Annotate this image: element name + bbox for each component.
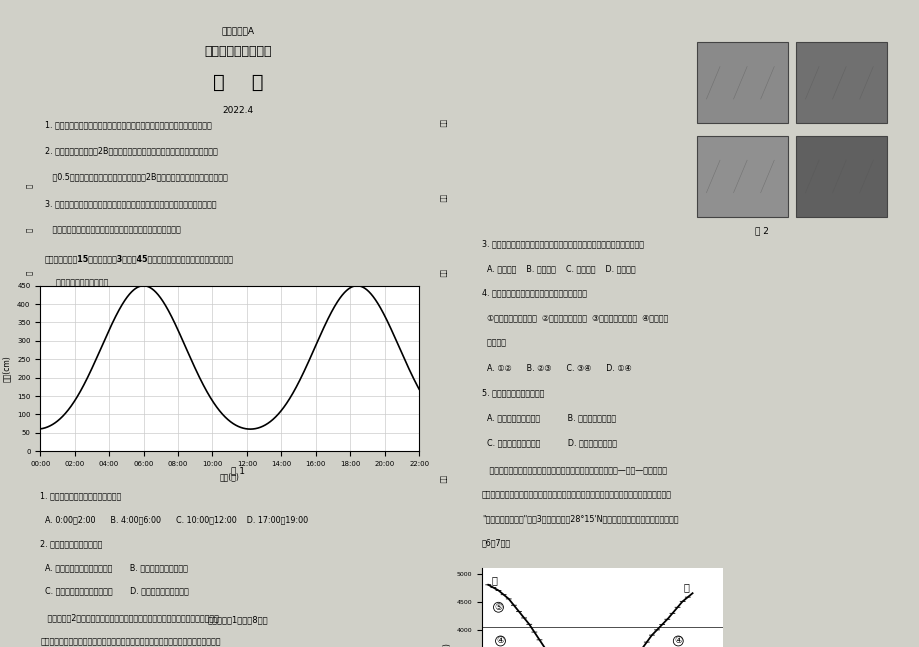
Y-axis label: 波高(cm): 波高(cm) [3, 355, 11, 382]
Text: ④: ④ [496, 637, 504, 646]
Text: 线: 线 [26, 271, 33, 276]
Text: 稿纸、试题卷上答题无效，保持卡面清洁，不折叠、不破损。: 稿纸、试题卷上答题无效，保持卡面清洁，不折叠、不破损。 [44, 225, 180, 234]
Text: ④: ④ [674, 637, 682, 646]
Text: 潍坊市高考模拟考试: 潍坊市高考模拟考试 [204, 45, 272, 58]
Text: 3. 与传统预制菜销售渠道相比，预制菜门店开在菜市场，农贸市场旁边可以: 3. 与传统预制菜销售渠道相比，预制菜门店开在菜市场，农贸市场旁边可以 [482, 239, 643, 248]
Text: "倒置的垂直地带性"，图3示意金沙江（28°15'N）河谷两岸的植被垂直分布，据此完: "倒置的垂直地带性"，图3示意金沙江（28°15'N）河谷两岸的植被垂直分布，据… [482, 514, 678, 523]
Text: A. 促进区域农业集约化           B. 提高农业生产规模: A. 促进区域农业集约化 B. 提高农业生产规模 [482, 413, 616, 422]
Text: 2022.4: 2022.4 [222, 106, 254, 115]
Bar [697, 42, 787, 124]
Text: 1. 答题前，考生先将自己的学校、姓名、班级、座号、考号填涂在相应位置。: 1. 答题前，考生先将自己的学校、姓名、班级、座号、考号填涂在相应位置。 [44, 120, 211, 129]
Text: 高三地理第1页（共8页）: 高三地理第1页（共8页） [208, 615, 268, 624]
Text: 1. 小明参加赶海活动的时间段可能是: 1. 小明参加赶海活动的时间段可能是 [40, 492, 121, 501]
Text: 用0.5毫米黑色签字笔书写，绘图时，可用2B铅笔作答，字体工整、笔迹清楚。: 用0.5毫米黑色签字笔书写，绘图时，可用2B铅笔作答，字体工整、笔迹清楚。 [44, 173, 227, 182]
Text: 学校: 学校 [439, 475, 446, 483]
Text: 一、选择题（共15小题，每小题3分，共45分，在每小题给出的四个选项中，只有一: 一、选择题（共15小题，每小题3分，共45分，在每小题给出的四个选项中，只有一 [44, 254, 233, 263]
Text: 成6～7题。: 成6～7题。 [482, 538, 511, 547]
Text: 姓名: 姓名 [439, 269, 446, 278]
Text: 空包装技术包装，消费者只需简单翻炒或加热即可上桌食用。大部分预制菜企业利用电: 空包装技术包装，消费者只需简单翻炒或加热即可上桌食用。大部分预制菜企业利用电 [40, 637, 221, 646]
Text: 3. 请按照题号在各题目的答题区域内作答，超出答题区域书写的答案无效；在草: 3. 请按照题号在各题目的答题区域内作答，超出答题区域书写的答案无效；在草 [44, 199, 216, 208]
Text: 木: 木 [683, 582, 688, 593]
Text: ⑤: ⑤ [494, 603, 502, 612]
Text: A. ①②      B. ②③      C. ③④      D. ①④: A. ①② B. ②③ C. ③④ D. ①④ [482, 364, 631, 373]
Text: 项是符合题目要求的。）: 项是符合题目要求的。） [44, 278, 108, 287]
Text: 班级: 班级 [439, 194, 446, 203]
Text: 阴: 阴 [491, 575, 497, 586]
Y-axis label: 海拔(米): 海拔(米) [442, 642, 450, 647]
Text: A. 降低成本    B. 提高价格    C. 减少竞争    D. 提高质量: A. 降低成本 B. 提高价格 C. 减少竞争 D. 提高质量 [482, 264, 635, 273]
Text: ①预制菜产业规模较小  ②各地饮食习惯不同  ③冷链物流成本较高  ④预制菜生: ①预制菜产业规模较小 ②各地饮食习惯不同 ③冷链物流成本较高 ④预制菜生 [482, 314, 667, 323]
Text: 产效率低: 产效率低 [482, 339, 505, 348]
Text: 横断山区随着海拔逐渐升高，地形越来越封闭，出现了植被逆向分布现象，这种现象被称为: 横断山区随着海拔逐渐升高，地形越来越封闭，出现了植被逆向分布现象，这种现象被称为 [482, 490, 672, 499]
Text: 4. 我国预制菜市场区域性特征明显，主要是因为: 4. 我国预制菜市场区域性特征明显，主要是因为 [482, 289, 586, 298]
Bar [796, 136, 886, 217]
X-axis label: 期间(时): 期间(时) [220, 472, 239, 481]
Text: 订: 订 [26, 227, 33, 232]
Bar [796, 42, 886, 124]
Text: C. 改变居民的饮食习惯           D. 实现产业结构升级: C. 改变居民的饮食习惯 D. 实现产业结构升级 [482, 439, 617, 448]
Text: A. 0:00～2:00      B. 4:00～6:00      C. 10:00～12:00    D. 17:00～19:00: A. 0:00～2:00 B. 4:00～6:00 C. 10:00～12:00… [40, 516, 308, 525]
Text: 2. 选择题答案必须使用2B铅笔（按填涂样例）正确填涂；非选择题答案必须使: 2. 选择题答案必须使用2B铅笔（按填涂样例）正确填涂；非选择题答案必须使 [44, 146, 217, 155]
Text: 高三地理第2页（共8页）: 高三地理第2页（共8页） [653, 615, 714, 624]
Text: 图 1: 图 1 [231, 466, 245, 476]
Text: 图 2: 图 2 [754, 226, 768, 236]
Bar [697, 136, 787, 217]
Text: 地    理: 地 理 [213, 73, 263, 93]
Text: 装: 装 [26, 184, 33, 188]
Text: 曲线（图1）并参加了赶海活动。据此完成1～2题。: 曲线（图1）并参加了赶海活动。据此完成1～2题。 [44, 328, 159, 337]
Text: 5. 预制菜产业的兴起有利于: 5. 预制菜产业的兴起有利于 [482, 389, 544, 398]
Text: 预制菜（图2），即预加工过的食材，所有食材均切好、配料配好，采用速冻及真: 预制菜（图2），即预加工过的食材，所有食材均切好、配料配好，采用速冻及真 [40, 613, 219, 622]
Text: A. 日、地、月处在同一直线上       B. 海面潮汐落差幅度较大: A. 日、地、月处在同一直线上 B. 海面潮汐落差幅度较大 [40, 563, 187, 572]
Text: 2022年4月7日（农历三月初七），天气晴朗，家住青岛的小明观育全部当日潮汐: 2022年4月7日（农历三月初七），天气晴朗，家住青岛的小明观育全部当日潮汐 [44, 305, 234, 313]
Text: 试卷类型：A: 试卷类型：A [221, 27, 255, 36]
Text: 考号: 考号 [439, 119, 446, 127]
Text: 2. 小明参加赶海活动的当天: 2. 小明参加赶海活动的当天 [40, 539, 103, 548]
Text: C. 夜晚可见月亮亮面朝向东方       D. 上半夜可以观察到月亮: C. 夜晚可见月亮亮面朝向东方 D. 上半夜可以观察到月亮 [40, 587, 188, 596]
Text: 垂直地带性植被的常见更替顺序是从山谷到山顶依次分布乔木—灌木—草甸，我国: 垂直地带性植被的常见更替顺序是从山谷到山顶依次分布乔木—灌木—草甸，我国 [482, 466, 666, 476]
